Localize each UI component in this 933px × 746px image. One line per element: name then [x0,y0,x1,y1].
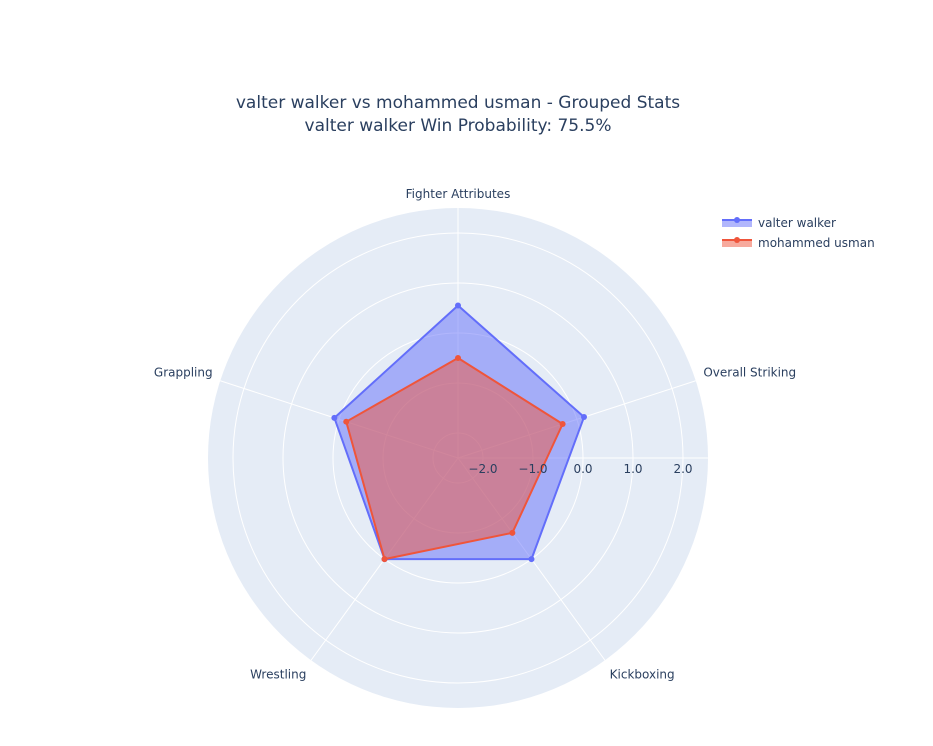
chart-subtitle: valter walker Win Probability: 75.5% [304,116,612,136]
series-1 [343,355,566,563]
axis-labels: −2.0 −1.0 0.0 1.0 2.0 Fighter Attributes Overa… [154,187,796,682]
legend-label: valter walker [758,216,836,230]
legend-swatch-fill [722,220,752,227]
radial-tick-label: −2.0 [468,462,497,476]
legend: valter walker mohammed usman [722,213,875,253]
category-label: Grappling [154,365,213,379]
category-label: Wrestling [250,668,306,682]
series-point[interactable] [455,355,461,361]
series-area [345,357,564,561]
series-point[interactable] [559,421,566,428]
radial-tick-label: 0.0 [573,462,592,476]
series-point[interactable] [381,556,388,563]
legend-swatch-fill [722,240,752,247]
series-point[interactable] [343,418,350,425]
radial-tick-label: 2.0 [673,462,692,476]
series-point[interactable] [509,529,516,536]
series-point[interactable] [331,414,338,421]
series-layer [331,302,588,563]
legend-label: mohammed usman [758,236,875,250]
legend-swatch [722,217,752,227]
category-label: Kickboxing [610,668,675,682]
legend-swatch [722,237,752,247]
legend-swatch-marker [734,217,740,223]
series-point[interactable] [455,302,461,309]
category-label: Fighter Attributes [406,187,511,201]
chart-title: valter walker vs mohammed usman - Groupe… [235,93,681,113]
series-point[interactable] [581,414,588,421]
radial-tick-label: 1.0 [623,462,642,476]
category-label: Overall Striking [703,365,796,379]
legend-swatch-marker [734,237,740,243]
series-point[interactable] [528,556,535,563]
radial-tick-label: −1.0 [518,462,547,476]
legend-item[interactable]: valter walker [722,213,875,233]
legend-item[interactable]: mohammed usman [722,233,875,253]
